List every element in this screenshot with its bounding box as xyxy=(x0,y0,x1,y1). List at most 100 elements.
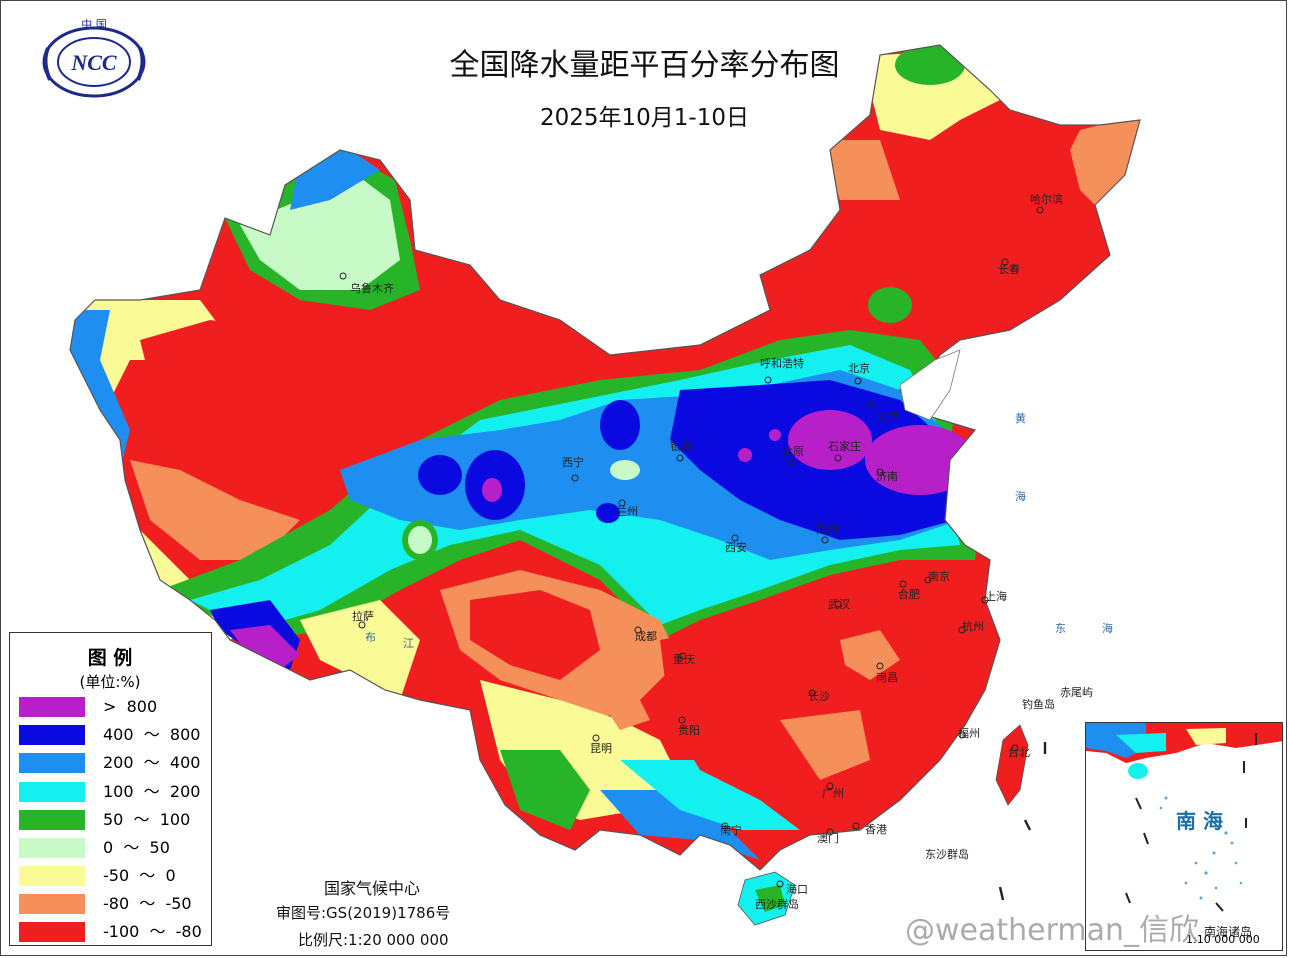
city-marker xyxy=(981,596,989,604)
map-title: 全国降水量距平百分率分布图 xyxy=(449,48,840,83)
city-marker xyxy=(1001,258,1009,266)
city-marker xyxy=(1011,744,1019,752)
legend-swatch xyxy=(19,725,85,745)
city-label: 南昌 xyxy=(876,671,898,684)
city-marker xyxy=(821,536,829,544)
sea-label: 海 xyxy=(1102,621,1113,635)
legend-swatch xyxy=(19,894,85,914)
city-label: 成都 xyxy=(635,630,657,643)
city-marker xyxy=(571,474,579,482)
logo-top-text: 中 国 xyxy=(81,18,107,31)
city-label: 南宁 xyxy=(720,823,742,837)
city-marker xyxy=(834,454,842,462)
ncc-logo: NCC 中 国 xyxy=(42,18,146,98)
city-marker xyxy=(834,600,842,608)
city-label: 合肥 xyxy=(898,587,920,601)
legend-swatch xyxy=(19,810,85,830)
sea-label: 海 xyxy=(1015,489,1026,503)
legend-row: > 800 xyxy=(19,697,209,717)
city-label: 拉萨 xyxy=(352,609,374,623)
city-marker xyxy=(899,580,907,588)
review-number: 审图号:GS(2019)1786号 xyxy=(276,904,451,922)
city-marker xyxy=(876,468,884,476)
city-label: 广州 xyxy=(822,787,844,800)
legend-row: -100 ～ -80 xyxy=(19,922,209,942)
city-label: 兰州 xyxy=(616,505,638,518)
city-label: 石家庄 xyxy=(828,439,861,453)
map-scale: 比例尺:1:20 000 000 xyxy=(298,931,449,949)
sea-label: 东 xyxy=(1055,622,1066,635)
legend-swatch xyxy=(19,782,85,802)
legend-swatch xyxy=(19,838,85,858)
city-label: 太原 xyxy=(782,445,804,458)
city-label: 西宁 xyxy=(562,455,584,469)
city-marker xyxy=(958,731,966,739)
city-marker xyxy=(826,828,834,836)
city-marker xyxy=(592,734,600,742)
legend-label: 0 ～ 50 xyxy=(103,838,170,857)
sea-label: 赤尾屿 xyxy=(1060,686,1093,699)
city-label: 长春 xyxy=(998,263,1020,276)
city-label: 长沙 xyxy=(808,690,830,703)
city-marker xyxy=(764,376,772,384)
legend-label: 100 ～ 200 xyxy=(103,782,201,801)
sea-label: 钓鱼岛 xyxy=(1022,697,1055,711)
legend-label: -80 ～ -50 xyxy=(103,894,192,913)
city-label: 上海 xyxy=(985,589,1007,603)
city-label: 澳门 xyxy=(817,831,839,845)
city-marker xyxy=(924,576,932,584)
city-label: 银川 xyxy=(670,439,692,453)
legend-label: 200 ～ 400 xyxy=(103,753,201,772)
city-label: 北京 xyxy=(848,361,870,375)
city-label: 济南 xyxy=(876,469,898,483)
city-marker xyxy=(776,880,784,888)
city-marker xyxy=(679,652,687,660)
city-marker xyxy=(731,534,739,542)
legend-label: 400 ～ 800 xyxy=(103,725,201,744)
legend-row: -80 ～ -50 xyxy=(19,894,209,914)
city-label: 杭州 xyxy=(962,619,984,633)
city-label: 福州 xyxy=(958,726,980,740)
city-marker xyxy=(786,458,794,466)
legend-row: 400 ～ 800 xyxy=(19,725,209,745)
sea-label: 西沙群岛 xyxy=(755,897,799,911)
city-label: 重庆 xyxy=(673,652,695,666)
city-label: 武汉 xyxy=(828,598,850,611)
city-marker xyxy=(339,272,347,280)
legend-label: -100 ～ -80 xyxy=(103,922,202,941)
city-marker xyxy=(721,822,729,830)
inset-scale: 1:10 000 000 xyxy=(1186,933,1260,946)
agency-credit: 国家气候中心 xyxy=(324,879,421,898)
city-label: 郑州 xyxy=(816,522,838,536)
river-label: 江 xyxy=(403,637,414,650)
sea-labels: 黄海东 海赤尾屿钓鱼岛东沙群岛西沙群岛布江 xyxy=(365,411,1113,911)
city-label: 西安 xyxy=(725,540,747,554)
legend-title: 图 例 xyxy=(87,647,133,669)
city-marker xyxy=(678,716,686,724)
city-label: 乌鲁木齐 xyxy=(350,281,394,295)
city-label: 昆明 xyxy=(590,742,612,755)
legend-row: 200 ～ 400 xyxy=(19,753,209,773)
city-label: 台北 xyxy=(1008,745,1030,759)
south-china-sea-inset: 南 海 南海诸岛 1:10 000 000 xyxy=(1085,722,1283,951)
city-label: 香港 xyxy=(865,823,887,836)
legend-row: 50 ～ 100 xyxy=(19,810,209,830)
legend-row: -50 ～ 0 xyxy=(19,866,209,886)
inset-sea-label: 南 海 xyxy=(1176,809,1223,833)
city-label: 天津 xyxy=(876,410,898,423)
city-marker xyxy=(826,782,834,790)
legend-swatch xyxy=(19,866,85,886)
city-label: 南京 xyxy=(928,569,950,583)
legend-row: 100 ～ 200 xyxy=(19,782,209,802)
river-label: 布 xyxy=(365,631,376,644)
city-label: 哈尔滨 xyxy=(1030,192,1063,206)
city-marker xyxy=(958,626,966,634)
legend-swatch xyxy=(19,922,85,942)
city-marker xyxy=(876,662,884,670)
city-marker xyxy=(358,621,366,629)
city-marker xyxy=(808,689,816,697)
city-label: 海口 xyxy=(786,882,808,896)
